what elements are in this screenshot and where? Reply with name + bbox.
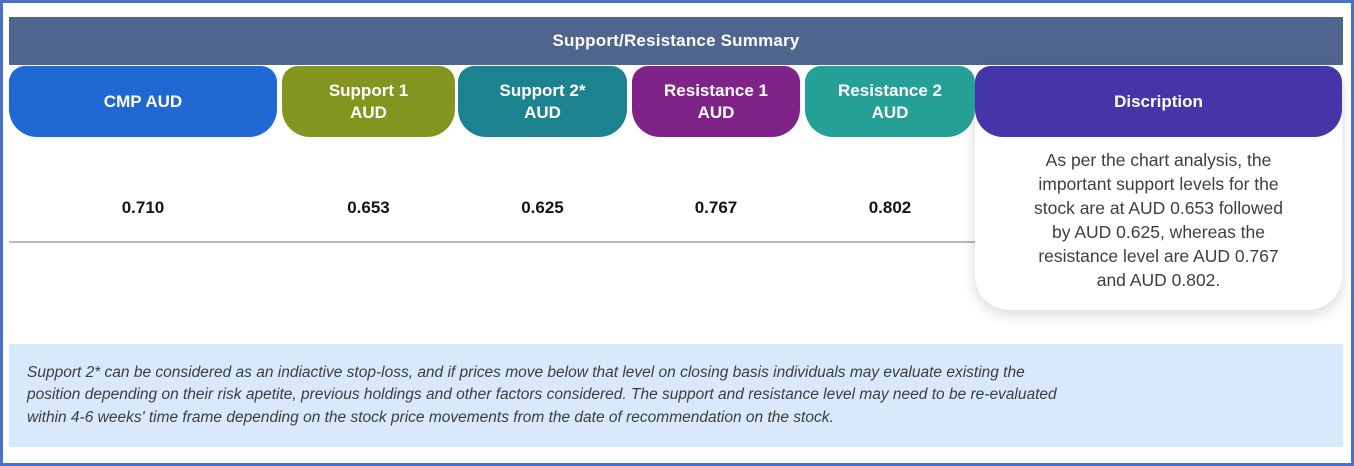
value-resistance2-aud: 0.802 [868, 198, 912, 217]
value-resistance1-aud: 0.767 [694, 198, 738, 217]
column-header-resistance2-aud-label: Resistance 2 AUD [838, 81, 942, 122]
value-support1-aud: 0.653 [347, 198, 390, 217]
column-header-support1-aud: Support 1 AUD [282, 66, 455, 137]
column-header-cmp-aud: CMP AUD [9, 66, 277, 137]
footnote-text: Support 2* can be considered as an india… [27, 363, 1057, 426]
value-cmp-aud: 0.710 [121, 198, 165, 217]
column-header-support2-aud-label: Support 2* AUD [499, 81, 586, 122]
column-header-description: Discription [975, 66, 1342, 137]
column-header-support1-aud-label: Support 1 AUD [328, 81, 409, 122]
footnote-strip: Support 2* can be considered as an india… [9, 344, 1343, 447]
description-text: As per the chart analysis, the important… [1033, 150, 1284, 290]
column-header-resistance1-aud-label: Resistance 1 AUD [664, 81, 768, 122]
summary-header-bar: Support/Resistance Summary [9, 17, 1343, 65]
column-header-resistance1-aud: Resistance 1 AUD [632, 66, 800, 137]
column-header-support2-aud: Support 2* AUD [458, 66, 627, 137]
column-header-resistance2-aud: Resistance 2 AUD [805, 66, 975, 137]
column-header-cmp-aud-label: CMP AUD [103, 91, 183, 111]
value-support2-aud: 0.625 [521, 198, 564, 217]
column-header-description-label: Discription [1114, 91, 1203, 111]
row-divider [9, 241, 975, 243]
summary-title: Support/Resistance Summary [552, 31, 800, 50]
